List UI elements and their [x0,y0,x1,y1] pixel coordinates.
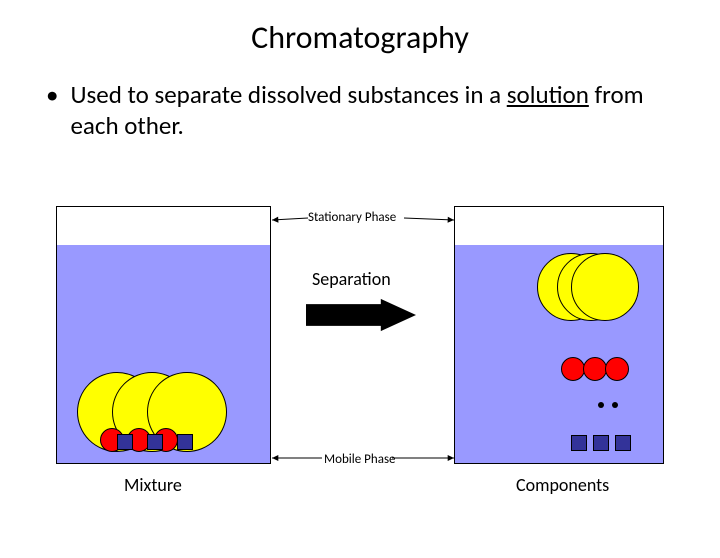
arrow-mobile-right [392,455,454,461]
arrows [56,206,664,506]
diagram: Stationary PhaseSeparationMobile PhaseMi… [56,206,664,526]
separation-arrow [306,299,416,331]
bullet-dot: • [46,79,58,110]
bullet-underlined: solution [507,79,589,110]
bullet-block: • Used to separate dissolved substances … [40,79,680,142]
page-title: Chromatography [0,18,720,57]
arrow-stationary-left [272,217,308,223]
bullet-text: Used to separate dissolved substances in… [70,79,680,142]
bullet-row: • Used to separate dissolved substances … [40,79,680,142]
arrow-stationary-right [404,217,454,223]
arrow-mobile-left [272,455,322,461]
bullet-pre: Used to separate dissolved substances in… [70,79,506,110]
